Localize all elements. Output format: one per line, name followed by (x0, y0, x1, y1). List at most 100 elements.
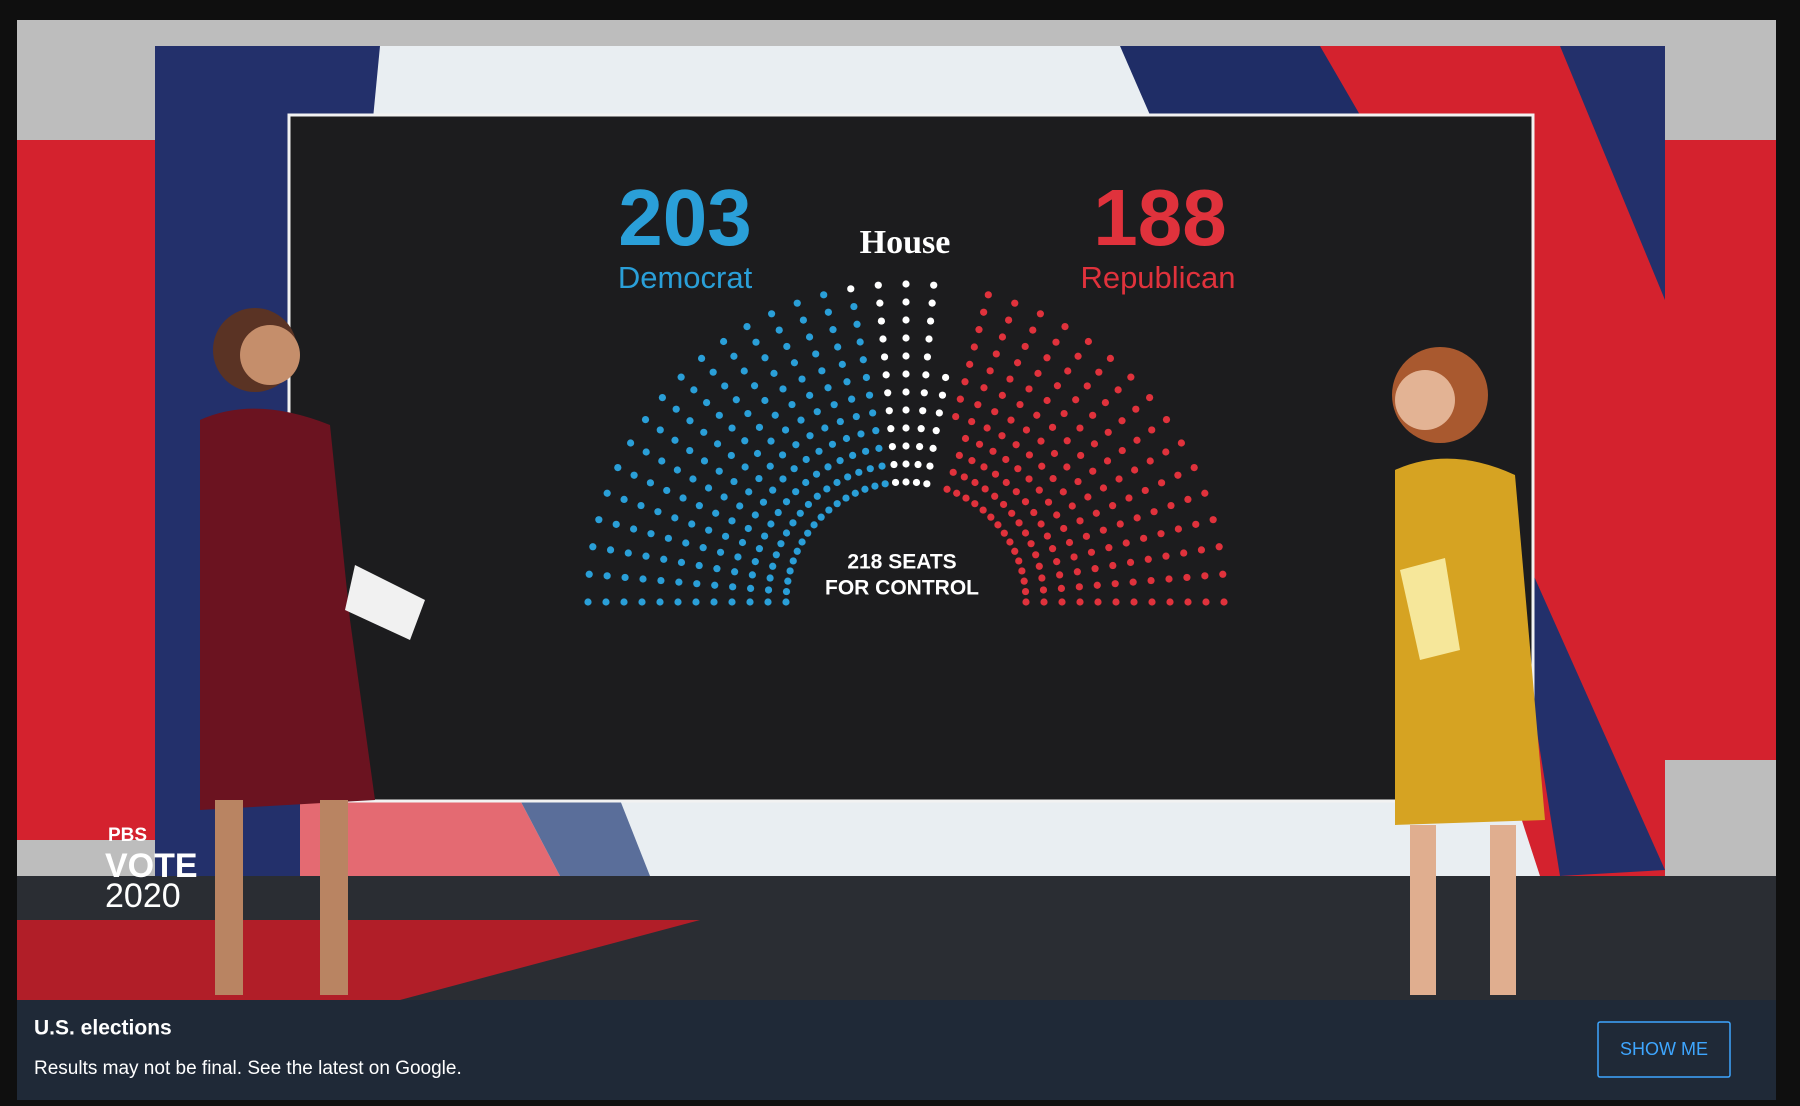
seat-dot (1125, 494, 1133, 502)
seat-dot (788, 400, 796, 409)
seat-dot (1043, 532, 1051, 540)
seat-dot (1064, 367, 1072, 375)
seat-dot (621, 573, 629, 582)
seat-dot (1011, 547, 1019, 555)
seat-dot (746, 598, 754, 606)
seat-dot (1115, 475, 1123, 483)
seat-dot (938, 391, 947, 399)
seat-dot (783, 342, 791, 351)
seat-dot (1011, 299, 1019, 307)
seat-dot (1012, 488, 1020, 496)
seat-dot (797, 416, 805, 424)
seat-dot (761, 354, 769, 362)
seat-dot (1013, 359, 1022, 367)
show-me-button[interactable]: SHOW ME (1597, 1021, 1731, 1078)
seat-dot (1008, 509, 1016, 517)
seat-dot (748, 571, 756, 579)
floor-red (17, 920, 700, 1000)
seat-dot (1039, 586, 1048, 594)
seat-dot (1127, 373, 1135, 381)
seat-dot (1056, 571, 1064, 579)
seat-dot (1090, 440, 1099, 448)
seat-dot (928, 299, 936, 307)
presenter-left (200, 308, 425, 995)
seat-dot (855, 468, 863, 476)
seat-dot (805, 333, 814, 341)
seat-dot (1197, 546, 1206, 554)
seat-dot (919, 407, 927, 415)
seat-dot (673, 466, 681, 474)
seat-dot (1162, 448, 1170, 456)
seat-dot (705, 526, 713, 534)
seat-dot (891, 478, 900, 487)
seat-dot (784, 577, 792, 585)
seat-dot (885, 407, 893, 415)
seat-dot (741, 437, 749, 445)
seat-dot (850, 302, 858, 311)
seat-dot (1044, 498, 1053, 506)
seat-dot (843, 378, 851, 386)
seat-dot (677, 558, 686, 567)
seat-dot (709, 368, 717, 376)
seat-dot (792, 441, 800, 449)
seat-dot (798, 538, 806, 546)
seat-dot (804, 500, 813, 509)
seat-dot (1000, 529, 1008, 537)
seat-dot (1174, 525, 1182, 533)
annotation: 218 SEATS (847, 551, 956, 574)
seat-dot (744, 409, 752, 418)
seat-dot (1093, 581, 1101, 589)
seat-dot (700, 457, 709, 465)
seat-dot (836, 417, 844, 426)
seat-dot (690, 386, 698, 394)
seat-dot (862, 373, 871, 382)
seat-dot (842, 494, 850, 502)
button-border[interactable] (1597, 1021, 1731, 1078)
seat-dot (732, 396, 740, 404)
seat-dot (1184, 495, 1192, 503)
seat-dot (960, 473, 968, 481)
seat-dot (627, 439, 635, 447)
seat-dot (674, 598, 682, 606)
seat-dot (715, 467, 723, 475)
seat-dot (790, 359, 799, 367)
seat-dot (1030, 508, 1038, 517)
seat-dot (750, 382, 759, 390)
seat-dot (751, 558, 759, 566)
seat-dot (769, 562, 777, 570)
seat-dot (746, 584, 755, 593)
seat-dot (1144, 555, 1152, 563)
seat-dot (815, 447, 823, 455)
video-wall-screen (287, 113, 1535, 803)
logo-line1: VOTE (105, 847, 198, 885)
seat-dot (755, 423, 764, 431)
seat-dot (1220, 598, 1228, 606)
seat-dot (836, 457, 844, 465)
seat-dot (679, 494, 687, 502)
seat-dot (1104, 428, 1112, 436)
seat-dot (865, 391, 874, 399)
seat-dot (1162, 416, 1171, 424)
seat-dot (664, 534, 672, 542)
seat-dot (829, 326, 837, 334)
seat-dot (1157, 479, 1166, 487)
seat-dot (998, 391, 1006, 399)
seat-dot (786, 567, 794, 575)
seat-dot (1140, 534, 1148, 542)
seat-dot (1076, 424, 1084, 432)
seat-dot (1020, 577, 1028, 585)
seat-dot (926, 462, 934, 470)
seat-dot (1082, 532, 1091, 540)
seat-dot (1035, 486, 1043, 494)
seat-dot (1112, 598, 1120, 606)
seat-dot (766, 574, 774, 582)
seat-dot (955, 451, 963, 460)
seat-dot (751, 511, 759, 519)
seat-dot (743, 323, 751, 331)
seat-dot (878, 462, 886, 470)
seat-dot (806, 391, 814, 399)
button-label[interactable]: SHOW ME (1620, 1039, 1708, 1059)
seat-dot (812, 350, 820, 358)
seat-dot (1059, 488, 1067, 496)
pink-stripe (300, 800, 560, 876)
